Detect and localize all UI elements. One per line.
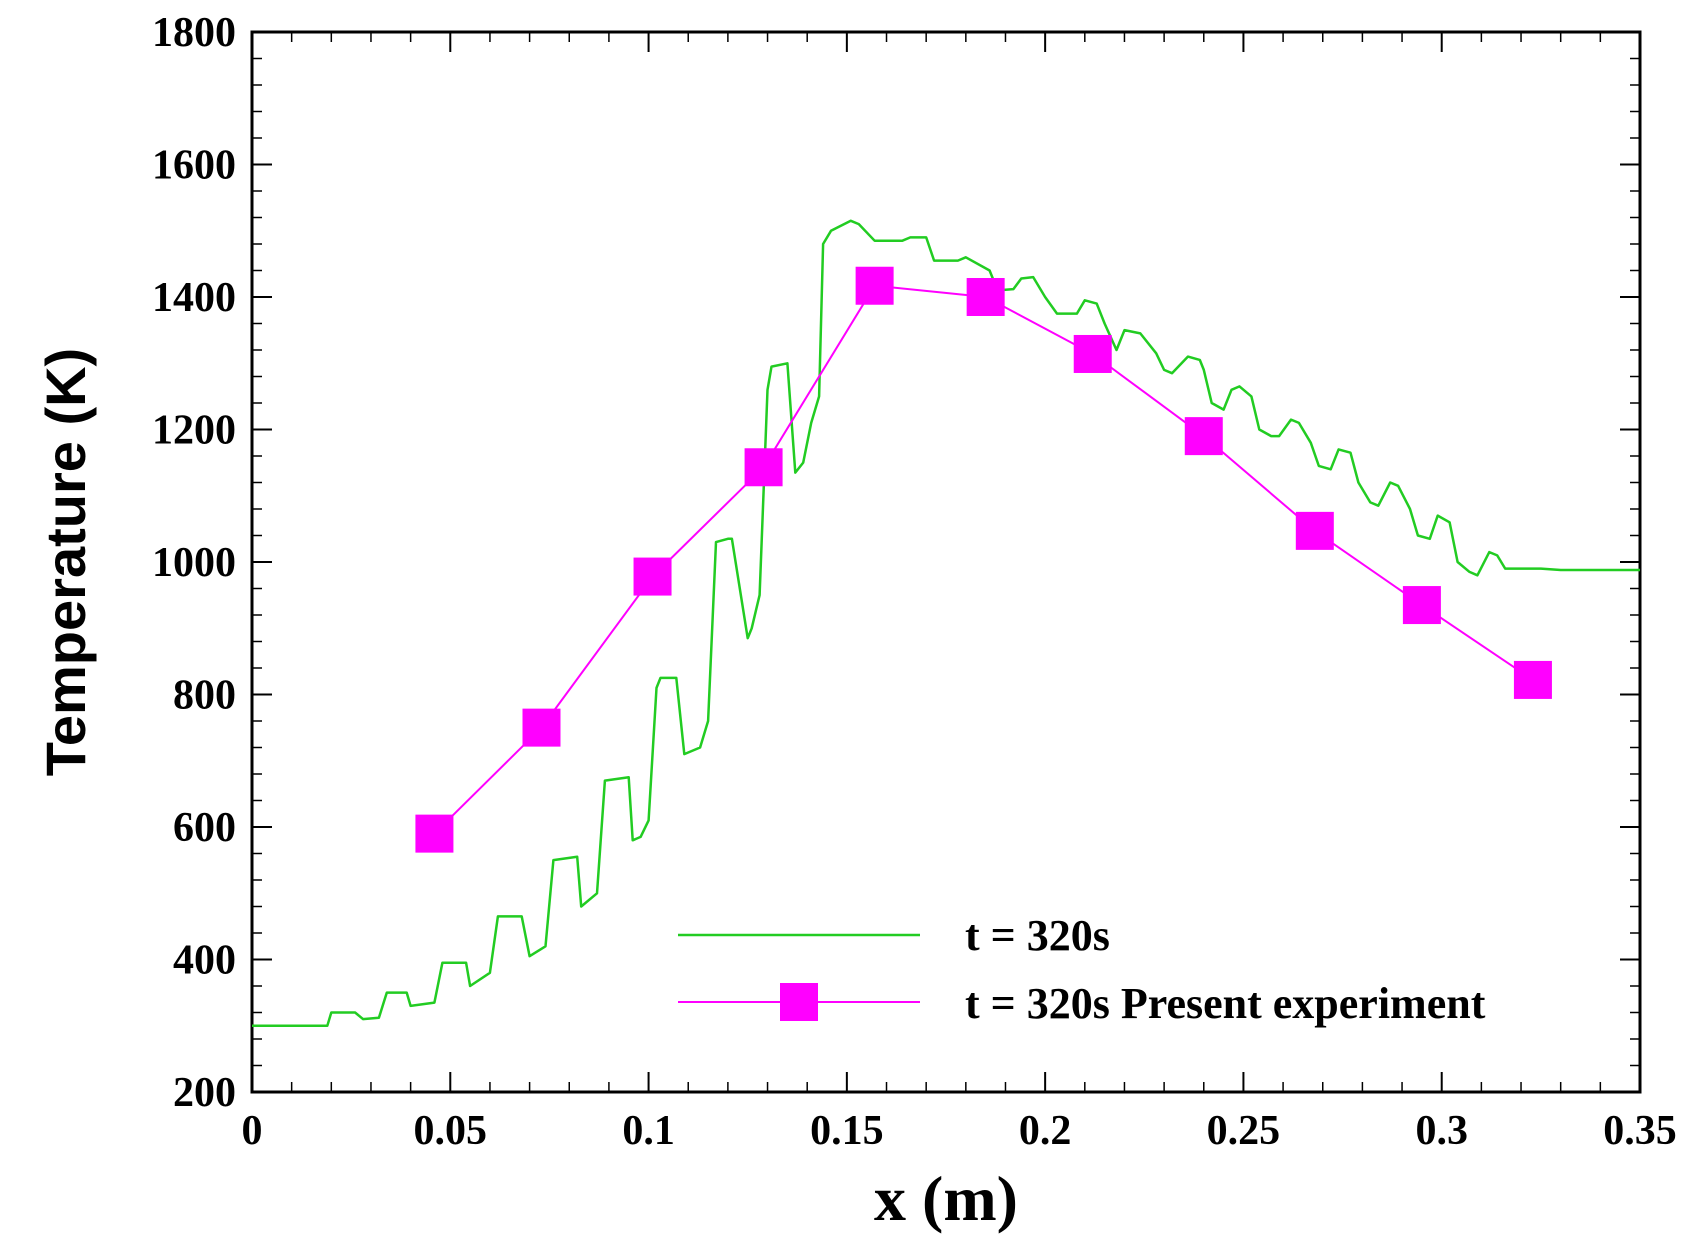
x-tick-labels: 0 0.05 0.1 0.15 0.2 0.25 0.3 0.35: [242, 1108, 1677, 1154]
x-tick-label: 0: [242, 1108, 263, 1154]
x-tick-label: 0.1: [622, 1108, 675, 1154]
x-tick-label: 0.3: [1415, 1108, 1468, 1154]
experiment-data-point: [1402, 586, 1441, 625]
experiment-data-point: [522, 708, 561, 747]
x-tick-label: 0.15: [810, 1108, 884, 1154]
y-tick-label: 1000: [152, 540, 236, 586]
y-tick-label: 800: [173, 673, 236, 719]
x-tick-label: 0.05: [414, 1108, 488, 1154]
legend: t = 320s t = 320s Present experiment: [678, 911, 1486, 1028]
experiment-data-point: [1513, 660, 1552, 699]
x-axis-label: x (m): [874, 1163, 1018, 1234]
y-tick-label: 1200: [152, 408, 236, 454]
x-tick-label: 0.2: [1019, 1108, 1072, 1154]
experiment-data-point: [855, 266, 894, 305]
experiment-data-point: [1073, 334, 1112, 373]
y-axis-label: Temperature (K): [34, 348, 97, 776]
x-tick-label: 0.25: [1207, 1108, 1281, 1154]
y-tick-label: 1400: [152, 275, 236, 321]
y-tick-label: 1600: [152, 143, 236, 189]
experiment-data-point: [633, 557, 672, 596]
y-tick-label: 200: [173, 1070, 236, 1116]
series-line-simulation: [252, 219, 1640, 1028]
experiment-data-point: [966, 278, 1005, 316]
legend-label-simulation: t = 320s: [965, 911, 1110, 960]
y-tick-label: 600: [173, 805, 236, 851]
legend-swatch-experiment-marker: [780, 983, 818, 1021]
minor-ticks: [252, 32, 1640, 1092]
plot-area-frame: [250, 30, 1642, 1094]
y-tick-label: 1800: [152, 10, 236, 56]
experiment-data-point: [1295, 511, 1334, 550]
experiment-data-point: [744, 448, 783, 487]
experiment-data-point: [415, 814, 454, 853]
y-tick-label: 400: [173, 938, 236, 984]
experiment-data-point: [1184, 417, 1223, 456]
y-tick-labels: 200 400 600 800 1000 1200 1400 1600 1800: [152, 10, 236, 1116]
legend-label-experiment: t = 320s Present experiment: [965, 979, 1486, 1028]
plot-content: [252, 219, 1640, 1028]
x-tick-label: 0.35: [1603, 1108, 1677, 1154]
